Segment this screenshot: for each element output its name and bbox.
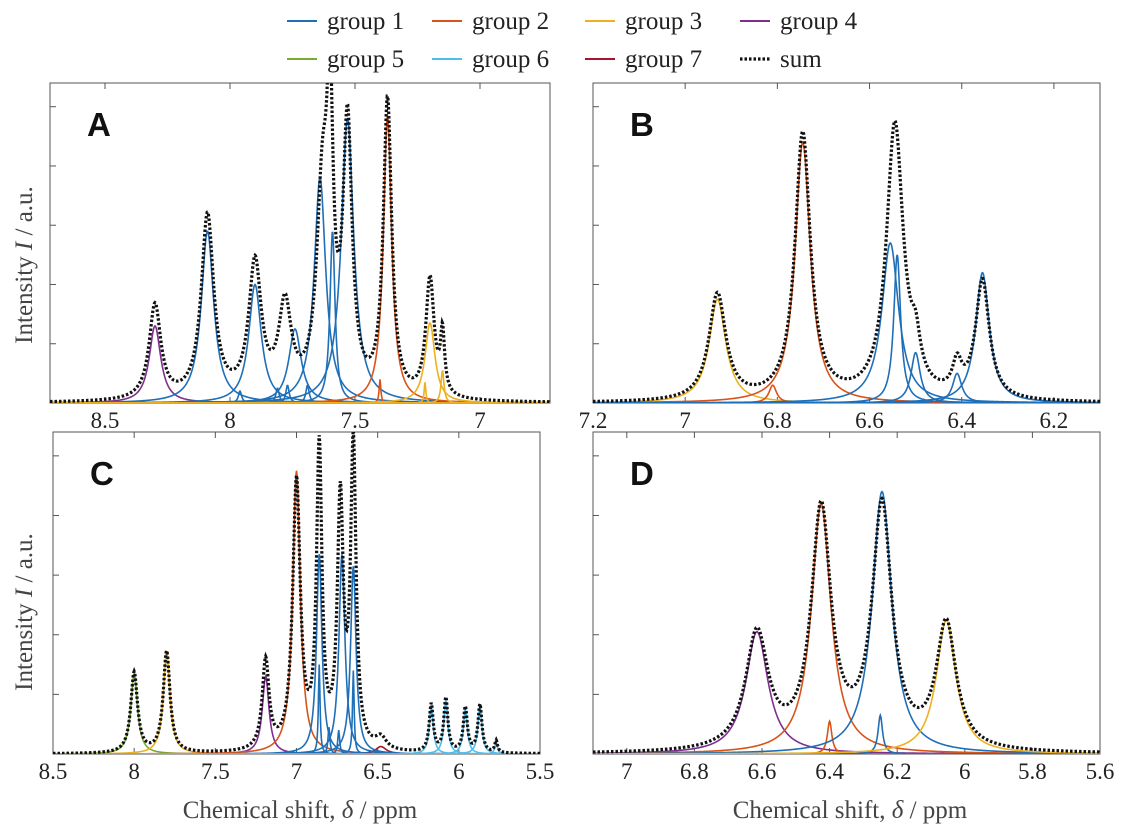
panel-frame bbox=[592, 82, 1101, 404]
x-tick-label: 7 bbox=[679, 408, 691, 433]
legend-label-group-1: group 1 bbox=[327, 8, 404, 35]
x-tick-label: 5.6 bbox=[1086, 759, 1115, 784]
peak-group-2-11 bbox=[50, 115, 550, 403]
peak-group-4-0 bbox=[50, 324, 550, 403]
legend-label-group-6: group 6 bbox=[472, 46, 549, 73]
x-tick-label: 7 bbox=[621, 759, 633, 784]
x-tick-label: 8.5 bbox=[91, 408, 120, 433]
y-ticks bbox=[50, 106, 56, 404]
peak-group-1-7 bbox=[593, 271, 1100, 403]
legend-label-group-2: group 2 bbox=[472, 8, 549, 35]
sum-curve bbox=[50, 83, 550, 403]
peak-group-6-16 bbox=[53, 740, 540, 754]
peak-group-1-3 bbox=[50, 327, 550, 403]
x-tick-label: 8.5 bbox=[39, 759, 68, 784]
panel-label-c: C bbox=[90, 455, 114, 492]
x-ticks: 8.5 8 7.5 7 bbox=[91, 83, 486, 433]
panel-label-a: A bbox=[87, 106, 111, 143]
sum-curve bbox=[53, 432, 540, 754]
x-tick-label: 6 bbox=[453, 759, 465, 784]
x-axis-label-right: Chemical shift, δ / ppm bbox=[733, 797, 968, 824]
curves bbox=[593, 117, 1100, 403]
sum-curve bbox=[593, 496, 1100, 754]
x-tick-label: 6.6 bbox=[748, 759, 777, 784]
peak-group-3-5 bbox=[593, 618, 1100, 754]
x-tick-label: 5.5 bbox=[526, 759, 555, 784]
x-tick-label: 6.2 bbox=[1040, 408, 1069, 433]
x-tick-label: 7 bbox=[474, 408, 486, 433]
peak-group-1-3 bbox=[593, 490, 1100, 754]
peak-group-1-4 bbox=[593, 712, 1100, 754]
x-tick-label: 6.8 bbox=[680, 759, 709, 784]
curves bbox=[50, 83, 550, 403]
panel-label-b: B bbox=[630, 106, 654, 143]
peak-group-4-0 bbox=[593, 630, 1100, 754]
peak-group-3-0 bbox=[593, 298, 1100, 403]
y-ticks bbox=[593, 106, 599, 404]
peak-group-2-2 bbox=[593, 141, 1100, 403]
y-axis-label-bottom: Intensity I / a.u. bbox=[11, 533, 38, 691]
panel-d: 7 6.8 6.6 6.4 6.2 6 5.8 5.6 D bbox=[592, 431, 1114, 784]
peak-group-2-2 bbox=[593, 719, 1100, 754]
x-tick-label: 7.5 bbox=[201, 759, 230, 784]
y-ticks bbox=[593, 455, 599, 755]
legend-label-group-4: group 4 bbox=[780, 8, 858, 35]
peak-group-1-4 bbox=[593, 254, 1100, 403]
legend-label-sum: sum bbox=[780, 46, 822, 73]
curves bbox=[593, 490, 1100, 754]
peak-group-1-7 bbox=[50, 175, 550, 403]
y-axis-label-top: Intensity I / a.u. bbox=[11, 186, 38, 344]
peak-group-1-9 bbox=[50, 118, 550, 403]
x-tick-label: 6 bbox=[959, 759, 971, 784]
peak-group-1-6 bbox=[53, 664, 540, 754]
peak-group-3-13 bbox=[50, 321, 550, 403]
curves bbox=[53, 432, 540, 754]
x-tick-label: 7 bbox=[291, 759, 303, 784]
legend: group 1 group 2 group 3 group 4 group 5 group… bbox=[287, 8, 858, 73]
x-tick-label: 8 bbox=[128, 759, 140, 784]
panel-b: 7.2 7 6.8 6.6 6.4 6.2 B bbox=[579, 82, 1101, 433]
x-tick-label: 6.2 bbox=[883, 759, 912, 784]
x-tick-label: 6.6 bbox=[855, 408, 884, 433]
peak-group-5-0 bbox=[53, 671, 540, 754]
x-tick-label: 6.4 bbox=[815, 759, 844, 784]
x-axis-label-left: Chemical shift, δ / ppm bbox=[183, 797, 418, 824]
x-tick-label: 7.2 bbox=[579, 408, 608, 433]
panel-label-d: D bbox=[630, 455, 654, 492]
x-tick-label: 7.5 bbox=[341, 408, 370, 433]
legend-label-group-3: group 3 bbox=[625, 8, 702, 35]
peak-group-3-15 bbox=[50, 370, 550, 403]
x-tick-label: 6.4 bbox=[947, 408, 976, 433]
legend-label-group-5: group 5 bbox=[327, 46, 404, 73]
x-ticks: 7.2 7 6.8 6.6 6.4 6.2 bbox=[579, 83, 1069, 433]
panel-a: 8.5 8 7.5 7 A bbox=[49, 82, 551, 433]
panel-frame bbox=[592, 431, 1101, 755]
panel-c: 8.5 8 7.5 7 6.5 6 5.5 C bbox=[39, 431, 555, 784]
x-ticks: 8.5 8 7.5 7 6.5 6 5.5 bbox=[39, 432, 555, 784]
peak-group-1-2 bbox=[50, 283, 550, 403]
legend-label-group-7: group 7 bbox=[625, 46, 702, 73]
x-tick-label: 6.8 bbox=[763, 408, 792, 433]
y-ticks bbox=[53, 455, 59, 755]
peak-group-2-1 bbox=[593, 502, 1100, 754]
x-tick-label: 5.8 bbox=[1018, 759, 1047, 784]
x-ticks: 7 6.8 6.6 6.4 6.2 6 5.8 5.6 bbox=[621, 432, 1114, 784]
x-tick-label: 8 bbox=[224, 408, 236, 433]
sum-curve bbox=[593, 117, 1100, 403]
x-tick-label: 6.5 bbox=[363, 759, 392, 784]
